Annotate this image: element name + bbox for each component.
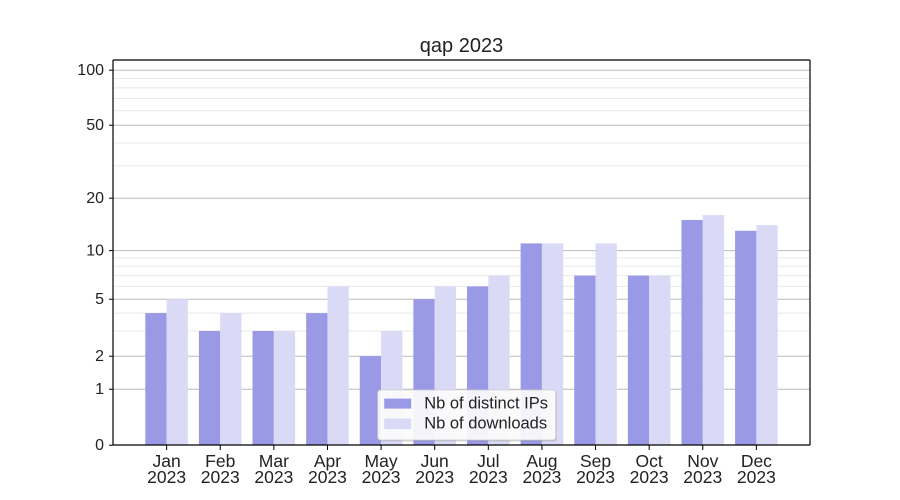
svg-text:2023: 2023 [469,467,508,487]
svg-text:2023: 2023 [308,467,347,487]
svg-text:2023: 2023 [362,467,401,487]
svg-text:2023: 2023 [522,467,561,487]
svg-text:2023: 2023 [630,467,669,487]
svg-text:2023: 2023 [254,467,293,487]
svg-text:0: 0 [95,437,104,454]
svg-text:2023: 2023 [147,467,186,487]
svg-text:2023: 2023 [201,467,240,487]
svg-text:Nb of downloads: Nb of downloads [424,415,547,433]
svg-text:2023: 2023 [576,467,615,487]
svg-text:100: 100 [77,62,104,79]
svg-text:2023: 2023 [683,467,722,487]
svg-text:5: 5 [95,291,104,308]
svg-text:qap 2023: qap 2023 [420,35,503,57]
svg-text:2: 2 [95,348,104,365]
svg-text:20: 20 [86,190,104,207]
svg-text:10: 10 [86,243,104,260]
svg-text:50: 50 [86,117,104,134]
svg-text:1: 1 [95,381,104,398]
svg-text:2023: 2023 [415,467,454,487]
svg-text:2023: 2023 [737,467,776,487]
svg-text:Nb of distinct IPs: Nb of distinct IPs [424,395,548,413]
